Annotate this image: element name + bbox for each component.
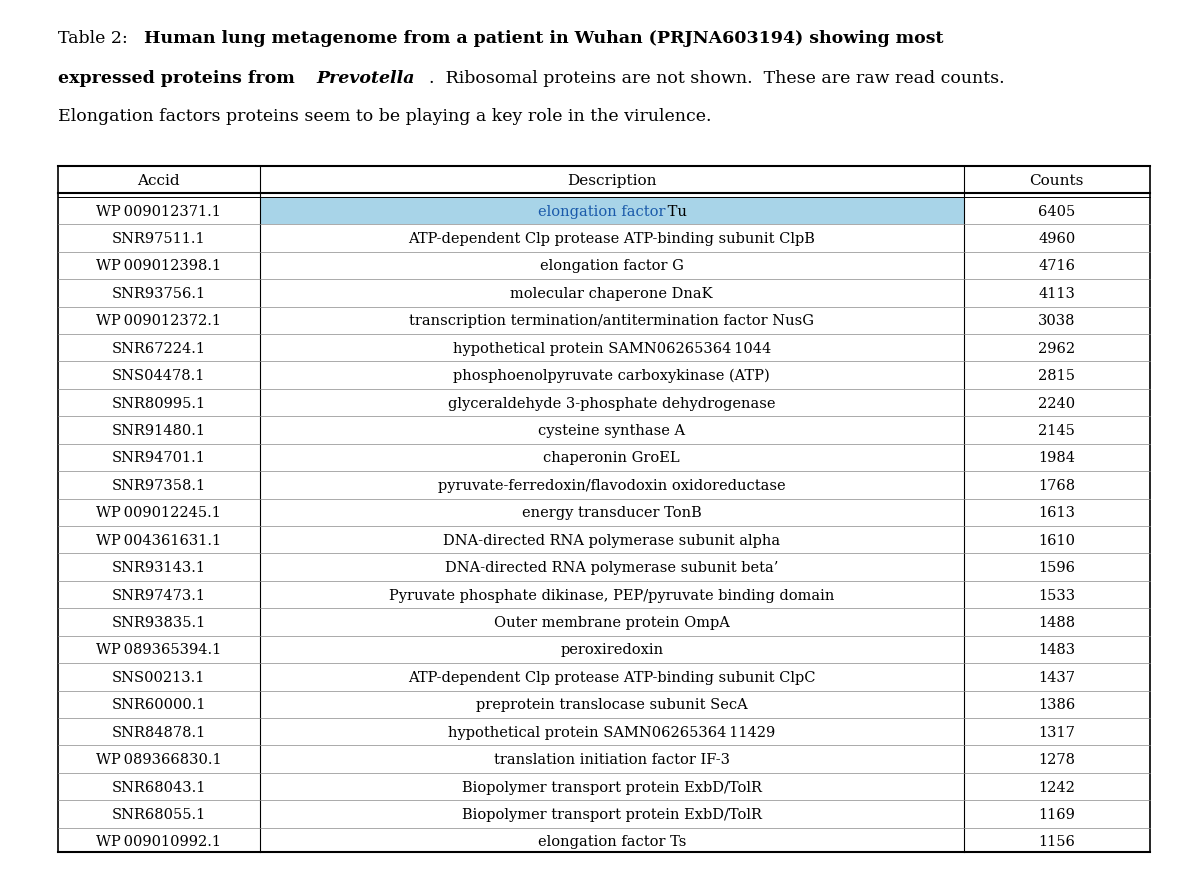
Text: 1984: 1984 (1038, 451, 1075, 465)
Text: Elongation factors proteins seem to be playing a key role in the virulence.: Elongation factors proteins seem to be p… (58, 108, 712, 125)
Text: transcription termination/antitermination factor NusG: transcription termination/antiterminatio… (409, 314, 815, 328)
Text: Tu: Tu (664, 204, 688, 218)
Text: Pyruvate phosphate dikinase, PEP/pyruvate binding domain: Pyruvate phosphate dikinase, PEP/pyruvat… (389, 588, 834, 602)
Text: Outer membrane protein OmpA: Outer membrane protein OmpA (494, 615, 730, 629)
Text: 1613: 1613 (1038, 506, 1075, 520)
Text: molecular chaperone DnaK: molecular chaperone DnaK (510, 287, 713, 301)
Text: 4716: 4716 (1038, 259, 1075, 273)
Text: 1533: 1533 (1038, 588, 1075, 602)
Text: SNR84878.1: SNR84878.1 (112, 725, 205, 739)
Text: 4113: 4113 (1038, 287, 1075, 301)
Text: ATP-dependent Clp protease ATP-binding subunit ClpB: ATP-dependent Clp protease ATP-binding s… (408, 232, 815, 246)
Text: WP 009012371.1: WP 009012371.1 (96, 204, 221, 218)
Text: pyruvate-ferredoxin/flavodoxin oxidoreductase: pyruvate-ferredoxin/flavodoxin oxidoredu… (438, 478, 786, 493)
Text: 2815: 2815 (1038, 368, 1075, 382)
Text: translation initiation factor IF-3: translation initiation factor IF-3 (493, 753, 730, 766)
Text: WP 009012398.1: WP 009012398.1 (96, 259, 221, 273)
Text: 1610: 1610 (1038, 533, 1075, 547)
Text: 1169: 1169 (1038, 807, 1075, 821)
Text: SNS04478.1: SNS04478.1 (112, 368, 205, 382)
Text: DNA-directed RNA polymerase subunit alpha: DNA-directed RNA polymerase subunit alph… (443, 533, 780, 547)
Text: Description: Description (568, 174, 656, 188)
Text: SNR97358.1: SNR97358.1 (112, 478, 205, 493)
Text: peroxiredoxin: peroxiredoxin (560, 643, 664, 657)
Text: SNR97511.1: SNR97511.1 (112, 232, 205, 246)
Text: SNR91480.1: SNR91480.1 (112, 423, 205, 437)
Text: 1768: 1768 (1038, 478, 1075, 493)
Text: 2145: 2145 (1038, 423, 1075, 437)
Text: WP 009012245.1: WP 009012245.1 (96, 506, 221, 520)
Text: 1596: 1596 (1038, 561, 1075, 574)
Bar (259, 198, 964, 225)
Text: Biopolymer transport protein ExbD/TolR: Biopolymer transport protein ExbD/TolR (462, 779, 762, 793)
Text: WP 009012372.1: WP 009012372.1 (96, 314, 221, 328)
Text: 4960: 4960 (1038, 232, 1075, 246)
Text: elongation factor: elongation factor (538, 204, 666, 218)
Text: hypothetical protein SAMN06265364 11429: hypothetical protein SAMN06265364 11429 (448, 725, 775, 739)
Text: Biopolymer transport protein ExbD/TolR: Biopolymer transport protein ExbD/TolR (462, 807, 762, 821)
Text: SNR80995.1: SNR80995.1 (112, 396, 205, 410)
Text: Human lung metagenome from a patient in Wuhan (PRJNA603194) showing most: Human lung metagenome from a patient in … (144, 30, 943, 48)
Text: SNR67224.1: SNR67224.1 (112, 342, 205, 355)
Text: glyceraldehyde 3-phosphate dehydrogenase: glyceraldehyde 3-phosphate dehydrogenase (448, 396, 775, 410)
Text: 6405: 6405 (1038, 204, 1075, 218)
Text: SNR97473.1: SNR97473.1 (112, 588, 205, 602)
Text: 1156: 1156 (1038, 834, 1075, 848)
Text: 1278: 1278 (1038, 753, 1075, 766)
Text: WP 089365394.1: WP 089365394.1 (96, 643, 221, 657)
Text: Table 2:: Table 2: (58, 30, 133, 48)
Text: WP 004361631.1: WP 004361631.1 (96, 533, 221, 547)
Text: 2962: 2962 (1038, 342, 1075, 355)
Text: 3038: 3038 (1038, 314, 1075, 328)
Text: elongation factor G: elongation factor G (540, 259, 684, 273)
Text: SNR68043.1: SNR68043.1 (112, 779, 205, 793)
Text: elongation factor Ts: elongation factor Ts (538, 834, 686, 848)
Text: ATP-dependent Clp protease ATP-binding subunit ClpC: ATP-dependent Clp protease ATP-binding s… (408, 670, 816, 684)
Text: 1488: 1488 (1038, 615, 1075, 629)
Text: SNR93835.1: SNR93835.1 (112, 615, 205, 629)
Text: DNA-directed RNA polymerase subunit beta’: DNA-directed RNA polymerase subunit beta… (445, 561, 779, 574)
Text: 1317: 1317 (1038, 725, 1075, 739)
Text: Prevotella: Prevotella (316, 70, 414, 87)
Text: WP 009010992.1: WP 009010992.1 (96, 834, 221, 848)
Text: energy transducer TonB: energy transducer TonB (522, 506, 702, 520)
Text: 1483: 1483 (1038, 643, 1075, 657)
Text: 1437: 1437 (1038, 670, 1075, 684)
Text: Counts: Counts (1030, 174, 1084, 188)
Text: expressed proteins from: expressed proteins from (58, 70, 300, 87)
Text: WP 089366830.1: WP 089366830.1 (96, 753, 222, 766)
Text: SNR94701.1: SNR94701.1 (112, 451, 205, 465)
Text: chaperonin GroEL: chaperonin GroEL (544, 451, 680, 465)
Text: SNR68055.1: SNR68055.1 (112, 807, 205, 821)
Text: phosphoenolpyruvate carboxykinase (ATP): phosphoenolpyruvate carboxykinase (ATP) (454, 368, 770, 383)
Text: hypothetical protein SAMN06265364 1044: hypothetical protein SAMN06265364 1044 (452, 342, 770, 355)
Text: SNR93143.1: SNR93143.1 (112, 561, 205, 574)
Text: 1386: 1386 (1038, 698, 1075, 712)
Text: 1242: 1242 (1038, 779, 1075, 793)
Text: SNR93756.1: SNR93756.1 (112, 287, 205, 301)
Text: 2240: 2240 (1038, 396, 1075, 410)
Text: preprotein translocase subunit SecA: preprotein translocase subunit SecA (476, 698, 748, 712)
Text: SNS00213.1: SNS00213.1 (112, 670, 205, 684)
Text: .  Ribosomal proteins are not shown.  These are raw read counts.: . Ribosomal proteins are not shown. Thes… (428, 70, 1004, 87)
Text: cysteine synthase A: cysteine synthase A (539, 423, 685, 437)
Text: SNR60000.1: SNR60000.1 (112, 698, 206, 712)
Text: Accid: Accid (137, 174, 180, 188)
